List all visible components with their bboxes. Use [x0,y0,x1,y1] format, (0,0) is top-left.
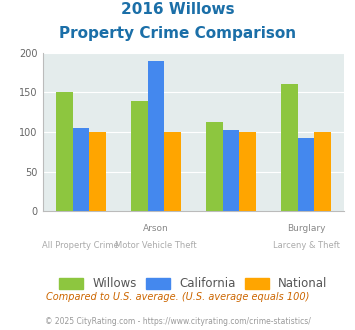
Bar [73,128,89,211]
Text: 2016 Willows: 2016 Willows [121,2,234,16]
Text: Motor Vehicle Theft: Motor Vehicle Theft [115,241,197,250]
Text: Property Crime Comparison: Property Crime Comparison [59,26,296,41]
Bar [89,132,106,211]
Bar [56,92,73,211]
Bar [164,132,181,211]
Bar [281,84,297,211]
Legend: Willows, California, National: Willows, California, National [59,277,328,290]
Bar [206,122,223,211]
Text: Larceny & Theft: Larceny & Theft [273,241,340,250]
Bar [314,132,331,211]
Text: Compared to U.S. average. (U.S. average equals 100): Compared to U.S. average. (U.S. average … [46,292,309,302]
Bar [223,130,239,211]
Text: Burglary: Burglary [288,224,326,233]
Bar [148,61,164,211]
Text: © 2025 CityRating.com - https://www.cityrating.com/crime-statistics/: © 2025 CityRating.com - https://www.city… [45,317,310,326]
Text: Arson: Arson [143,224,169,233]
Text: All Property Crime: All Property Crime [42,241,119,250]
Bar [239,132,256,211]
Bar [131,101,148,211]
Bar [297,138,314,211]
